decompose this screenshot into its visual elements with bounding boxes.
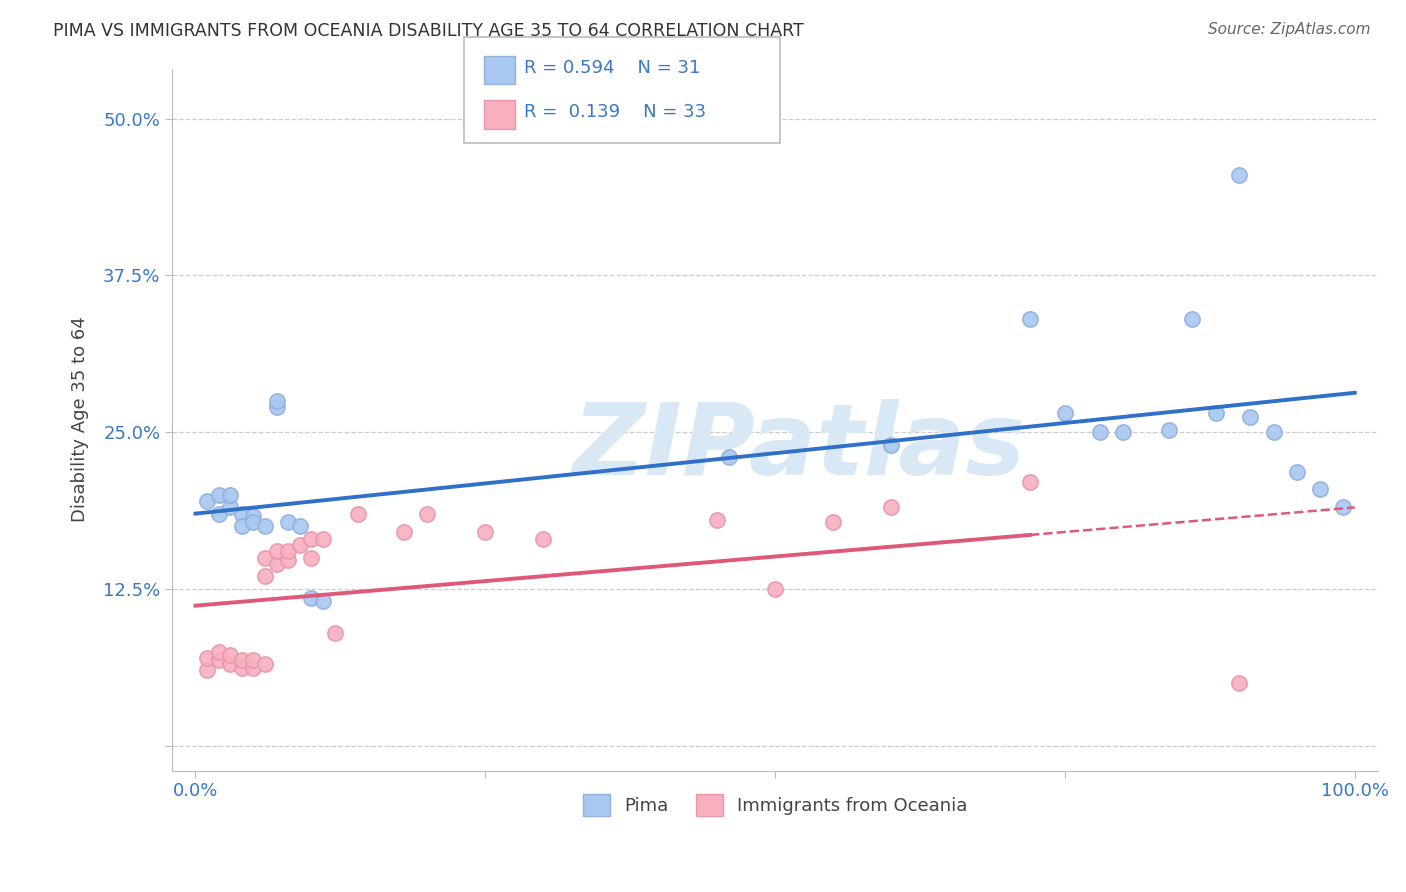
Point xyxy=(416,507,439,521)
Point xyxy=(299,532,322,546)
Point xyxy=(1159,423,1181,437)
Point xyxy=(219,648,242,663)
Point xyxy=(323,625,346,640)
Point xyxy=(1227,676,1250,690)
Point xyxy=(1227,168,1250,182)
Point xyxy=(219,488,242,502)
Point xyxy=(254,569,277,583)
Point xyxy=(763,582,786,596)
Point xyxy=(1285,465,1308,479)
Point xyxy=(531,532,554,546)
Point xyxy=(195,664,218,678)
Point xyxy=(288,519,311,533)
Point xyxy=(1205,406,1227,420)
Point xyxy=(208,653,231,667)
Point xyxy=(288,538,311,552)
Point xyxy=(208,507,231,521)
Point xyxy=(195,650,218,665)
Point xyxy=(266,400,288,414)
Point xyxy=(706,513,728,527)
Point xyxy=(266,557,288,571)
Point xyxy=(1088,425,1111,439)
Text: R =  0.139    N = 33: R = 0.139 N = 33 xyxy=(524,103,707,121)
Point xyxy=(299,550,322,565)
Point xyxy=(208,644,231,658)
Point xyxy=(242,653,264,667)
Text: ZIPatlas: ZIPatlas xyxy=(572,400,1026,496)
Point xyxy=(1019,312,1042,326)
Point xyxy=(254,519,277,533)
Point xyxy=(823,516,845,530)
Point xyxy=(231,507,253,521)
Point xyxy=(277,516,299,530)
Point xyxy=(1181,312,1204,326)
Point xyxy=(1019,475,1042,490)
Point xyxy=(1239,410,1261,425)
Point xyxy=(299,591,322,605)
Point xyxy=(1309,482,1331,496)
Point xyxy=(346,507,368,521)
Point xyxy=(195,494,218,508)
Point xyxy=(1331,500,1354,515)
Point xyxy=(208,488,231,502)
Point xyxy=(254,550,277,565)
Text: Source: ZipAtlas.com: Source: ZipAtlas.com xyxy=(1208,22,1371,37)
Point xyxy=(231,661,253,675)
Point xyxy=(312,532,335,546)
Legend: Pima, Immigrants from Oceania: Pima, Immigrants from Oceania xyxy=(574,785,977,825)
Point xyxy=(717,450,740,465)
Point xyxy=(474,525,496,540)
Point xyxy=(266,544,288,558)
Point xyxy=(1263,425,1285,439)
Point xyxy=(277,544,299,558)
Text: PIMA VS IMMIGRANTS FROM OCEANIA DISABILITY AGE 35 TO 64 CORRELATION CHART: PIMA VS IMMIGRANTS FROM OCEANIA DISABILI… xyxy=(53,22,804,40)
Point xyxy=(266,393,288,408)
Point xyxy=(880,500,903,515)
Point xyxy=(392,525,415,540)
Point xyxy=(242,661,264,675)
Point xyxy=(231,519,253,533)
Point xyxy=(254,657,277,672)
Y-axis label: Disability Age 35 to 64: Disability Age 35 to 64 xyxy=(72,317,89,523)
Point xyxy=(231,653,253,667)
Point xyxy=(277,553,299,567)
Point xyxy=(242,509,264,524)
Point xyxy=(242,516,264,530)
Text: R = 0.594    N = 31: R = 0.594 N = 31 xyxy=(524,59,700,77)
Point xyxy=(880,438,903,452)
Point xyxy=(1053,406,1076,420)
Point xyxy=(219,657,242,672)
Point xyxy=(312,594,335,608)
Point xyxy=(1112,425,1135,439)
Point xyxy=(219,500,242,515)
